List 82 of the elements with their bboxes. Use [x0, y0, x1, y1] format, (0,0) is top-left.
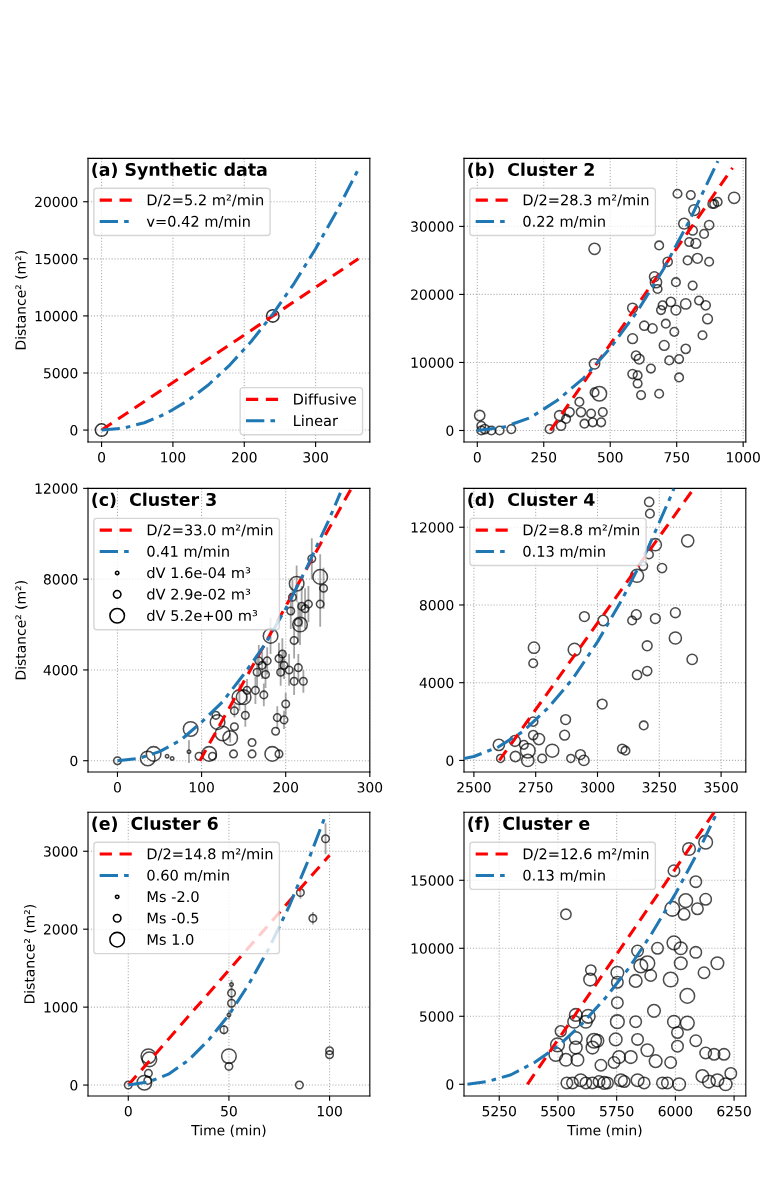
x-axis-title: Time (min)	[191, 1124, 266, 1138]
y-tick-label: 4000	[419, 677, 454, 689]
legend-label: dV 5.2e+00 m³	[147, 609, 258, 622]
x-tick-label: 6250	[717, 1105, 751, 1117]
y-tick-label: 10000	[35, 310, 78, 322]
x-tick-label: 0	[98, 452, 106, 463]
x-tick-label: 1000	[727, 452, 760, 463]
legend-label: 0.22 m/min	[523, 215, 605, 228]
legend-label: D/2=5.2 m²/min	[147, 194, 264, 207]
x-tick-label: 50	[221, 1105, 237, 1117]
y-tick-label: 1000	[44, 1002, 78, 1013]
y-tick-label: 0	[446, 755, 454, 766]
y-axis-title: Distance² (m²)	[15, 251, 28, 350]
x-tick-label: 500	[598, 452, 623, 463]
x-tick-label: 3000	[580, 782, 615, 793]
legend-label: v=0.42 m/min	[146, 215, 250, 228]
x-tick-label: 5500	[541, 1105, 575, 1117]
x-axis-title: Time (min)	[567, 1124, 642, 1138]
y-tick-label: 3000	[44, 846, 78, 857]
legend-label: D/2=14.8 m²/min	[147, 848, 273, 861]
legend-label: D/2=28.3 m²/min	[523, 194, 649, 207]
x-tick-label: 300	[357, 782, 383, 793]
annotation: Linear	[294, 414, 338, 427]
x-tick-label: 200	[273, 782, 299, 793]
y-tick-label: 15000	[411, 875, 454, 886]
y-tick-label: 0	[446, 425, 454, 436]
legend-label: 0.13 m/min	[523, 545, 605, 558]
chart-title: (e) Cluster 6	[92, 816, 218, 833]
annotation: Diffusive	[294, 393, 356, 405]
y-tick-label: 8000	[43, 574, 78, 585]
y-tick-label: 5000	[420, 1011, 454, 1022]
chart-title: (a) Synthetic data	[92, 162, 267, 180]
y-tick-label: 0	[70, 1080, 78, 1091]
x-tick-label: 6000	[658, 1105, 693, 1117]
y-tick-label: 10000	[411, 943, 454, 954]
x-tick-label: 5250	[482, 1105, 516, 1117]
legend-label: 0.13 m/min	[523, 869, 605, 882]
legend-label: Ms -2.0	[147, 891, 199, 903]
y-axis-title: Distance² (m²)	[15, 581, 28, 680]
y-axis-title: Distance² (m²)	[23, 905, 37, 1004]
y-tick-label: 2000	[43, 924, 78, 935]
x-tick-label: 0	[124, 1105, 132, 1117]
y-tick-label: 30000	[411, 221, 454, 232]
x-tick-label: 100	[317, 1105, 342, 1117]
y-tick-label: 5000	[44, 367, 78, 379]
y-tick-label: 4000	[43, 664, 78, 676]
legend-label: 0.41 m/min	[147, 545, 229, 558]
chart-title: (b) Cluster 2	[468, 162, 594, 179]
x-tick-label: 0	[473, 452, 481, 463]
legend-label: Ms -0.5	[147, 912, 199, 924]
y-tick-label: 12000	[35, 483, 78, 494]
chart-title: (f) Cluster e	[468, 816, 590, 833]
x-tick-label: 2750	[519, 782, 553, 793]
legend-label: D/2=33.0 m²/min	[147, 524, 273, 537]
x-tick-label: 300	[303, 452, 328, 463]
x-tick-label: 250	[531, 452, 557, 463]
y-tick-label: 0	[446, 1079, 454, 1090]
x-tick-label: 5750	[600, 1105, 634, 1117]
y-tick-label: 20000	[35, 196, 78, 208]
legend-label: D/2=12.6 m²/min	[523, 848, 649, 861]
y-tick-label: 20000	[411, 289, 454, 300]
x-tick-label: 3250	[642, 782, 677, 793]
x-tick-label: 100	[161, 452, 186, 463]
x-tick-label: 0	[113, 782, 121, 793]
legend-label: Ms 1.0	[147, 933, 194, 945]
x-tick-label: 100	[189, 782, 214, 793]
y-tick-label: 15000	[35, 253, 78, 265]
y-tick-label: 12000	[411, 522, 454, 533]
x-tick-label: 2500	[457, 782, 491, 793]
y-tick-label: 0	[70, 755, 78, 767]
y-tick-label: 8000	[419, 599, 454, 611]
x-tick-label: 200	[232, 452, 257, 463]
chart-title: (c) Cluster 3	[92, 492, 216, 509]
x-tick-label: 750	[664, 452, 690, 463]
legend-label: D/2=8.8 m²/min	[523, 524, 640, 537]
chart-title: (d) Cluster 4	[468, 492, 595, 509]
legend-label: dV 2.9e-02 m³	[147, 588, 251, 600]
legend-label: dV 1.6e-04 m³	[147, 566, 251, 579]
x-tick-label: 3500	[704, 782, 738, 793]
y-tick-label: 10000	[411, 357, 454, 368]
y-tick-label: 0	[70, 425, 78, 436]
legend-label: 0.60 m/min	[147, 869, 229, 882]
